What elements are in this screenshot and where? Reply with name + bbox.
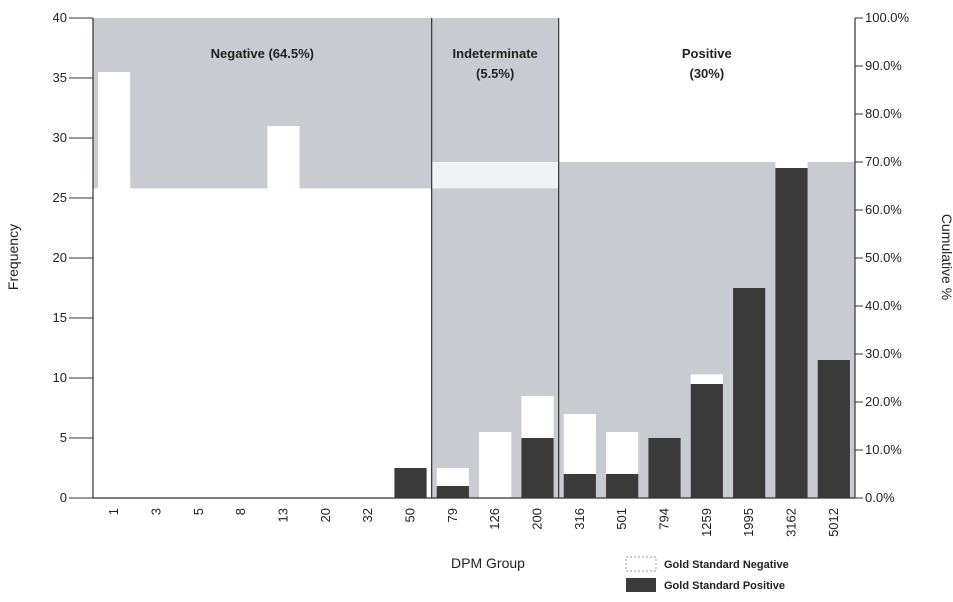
- x-tick-label: 794: [657, 508, 672, 530]
- bar-negative-1: [98, 72, 131, 498]
- labels: DPM Group Frequency Cumulative %: [5, 214, 953, 571]
- bar-positive-3162: [775, 168, 808, 498]
- legend: Gold Standard Negative Gold Standard Pos…: [625, 556, 789, 592]
- bar-negative-3162: [775, 150, 808, 168]
- bar-negative-32: [352, 258, 385, 498]
- x-axis-title: DPM Group: [451, 555, 525, 571]
- bar-positive-316: [563, 474, 596, 498]
- x-tick-label: 126: [487, 508, 502, 530]
- axes: 05101520253035400.0%10.0%20.0%30.0%40.0%…: [53, 10, 910, 537]
- legend-swatch-negative: [625, 556, 657, 572]
- y-tick-label: 35: [53, 70, 67, 85]
- legend-swatch-positive: [626, 578, 656, 592]
- x-tick-label: 3162: [784, 508, 799, 537]
- bar-positive-1995: [733, 288, 766, 498]
- bar-negative-501: [606, 432, 639, 474]
- bar-negative-1259: [690, 374, 723, 384]
- x-tick-label: 3: [149, 508, 164, 515]
- bar-negative-13: [267, 126, 300, 498]
- legend-label-positive: Gold Standard Positive: [664, 580, 785, 592]
- bar-positive-79: [436, 486, 469, 498]
- bar-negative-8: [225, 258, 258, 498]
- y2-tick-label: 50.0%: [865, 250, 902, 265]
- x-tick-label: 13: [276, 508, 291, 522]
- legend-label-negative: Gold Standard Negative: [664, 559, 789, 571]
- y-tick-label: 25: [53, 190, 67, 205]
- y-tick-label: 10: [53, 370, 67, 385]
- y2-tick-label: 20.0%: [865, 394, 902, 409]
- region-label: Negative (64.5%): [211, 46, 314, 61]
- x-tick-label: 501: [614, 508, 629, 530]
- bar-negative-200: [521, 396, 554, 438]
- y2-tick-label: 10.0%: [865, 442, 902, 457]
- x-tick-label: 79: [445, 508, 460, 522]
- region-indeterminate-band: [431, 162, 559, 189]
- bar-negative-20: [309, 192, 342, 498]
- x-tick-label: 8: [233, 508, 248, 515]
- bar-negative-5: [182, 336, 215, 498]
- bar-positive-200: [521, 438, 554, 498]
- y-tick-label: 5: [60, 430, 67, 445]
- y2-tick-label: 90.0%: [865, 58, 902, 73]
- y2-tick-label: 0.0%: [865, 490, 895, 505]
- region-label: (5.5%): [476, 66, 514, 81]
- bar-negative-126: [479, 432, 512, 498]
- x-tick-label: 32: [360, 508, 375, 522]
- x-tick-label: 1995: [741, 508, 756, 537]
- region-negative-shade: [93, 18, 432, 189]
- x-tick-label: 50: [403, 508, 418, 522]
- y-tick-label: 15: [53, 310, 67, 325]
- x-tick-label: 316: [572, 508, 587, 530]
- y-tick-label: 20: [53, 250, 67, 265]
- y-axis-title: Frequency: [5, 224, 21, 290]
- bars: [98, 72, 850, 498]
- y-tick-label: 40: [53, 10, 67, 25]
- bar-negative-79: [436, 468, 469, 486]
- bar-positive-794: [648, 438, 681, 498]
- x-tick-label: 1: [106, 508, 121, 515]
- bar-positive-501: [606, 474, 639, 498]
- y2-tick-label: 40.0%: [865, 298, 902, 313]
- x-tick-label: 20: [318, 508, 333, 522]
- x-tick-label: 1259: [699, 508, 714, 537]
- bar-positive-5012: [817, 360, 850, 498]
- bar-negative-50: [394, 348, 427, 468]
- y-tick-label: 0: [60, 490, 67, 505]
- region-label: Indeterminate: [453, 46, 538, 61]
- x-tick-label: 200: [530, 508, 545, 530]
- y-tick-label: 30: [53, 130, 67, 145]
- bar-positive-50: [394, 468, 427, 498]
- bar-negative-316: [563, 414, 596, 474]
- x-tick-label: 5: [191, 508, 206, 515]
- y2-axis-title: Cumulative %: [939, 214, 953, 300]
- region-label: (30%): [689, 66, 724, 81]
- y2-tick-label: 100.0%: [865, 10, 910, 25]
- bar-positive-1259: [690, 384, 723, 498]
- region-label: Positive: [682, 46, 732, 61]
- bar-negative-3: [140, 348, 173, 498]
- y2-tick-label: 60.0%: [865, 202, 902, 217]
- y2-tick-label: 30.0%: [865, 346, 902, 361]
- x-tick-label: 5012: [826, 508, 841, 537]
- y2-tick-label: 70.0%: [865, 154, 902, 169]
- y2-tick-label: 80.0%: [865, 106, 902, 121]
